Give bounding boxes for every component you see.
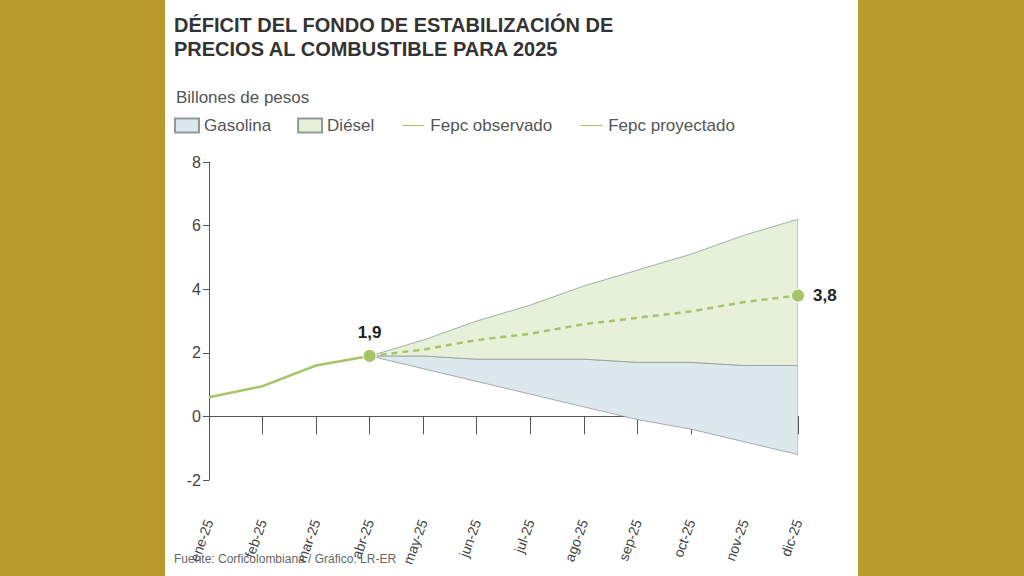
svg-text:jun-25: jun-25 bbox=[456, 517, 485, 560]
svg-text:oct-25: oct-25 bbox=[670, 517, 698, 559]
svg-text:-2: -2 bbox=[187, 472, 201, 489]
svg-text:sep-25: sep-25 bbox=[615, 517, 645, 563]
svg-text:2: 2 bbox=[192, 344, 201, 361]
svg-text:3,8: 3,8 bbox=[813, 286, 837, 305]
svg-text:feb-25: feb-25 bbox=[241, 517, 271, 560]
svg-text:Fuente: Corficolombiana / Gráf: Fuente: Corficolombiana / Gráfico: LR-ER bbox=[174, 552, 396, 566]
svg-text:8: 8 bbox=[192, 154, 201, 171]
svg-text:Fepc proyectado: Fepc proyectado bbox=[608, 116, 735, 135]
svg-text:nov-25: nov-25 bbox=[722, 517, 752, 563]
svg-text:Gasolina: Gasolina bbox=[204, 116, 272, 135]
svg-text:jul-25: jul-25 bbox=[511, 517, 538, 556]
svg-text:ene-25: ene-25 bbox=[186, 517, 217, 564]
svg-text:abr-25: abr-25 bbox=[348, 517, 378, 561]
svg-text:Diésel: Diésel bbox=[327, 116, 374, 135]
svg-text:ago-25: ago-25 bbox=[561, 517, 591, 564]
svg-text:1,9: 1,9 bbox=[358, 323, 382, 342]
svg-text:Fepc observado: Fepc observado bbox=[430, 116, 552, 135]
svg-text:PRECIOS AL COMBUSTIBLE PARA 20: PRECIOS AL COMBUSTIBLE PARA 2025 bbox=[174, 38, 557, 60]
svg-text:may-25: may-25 bbox=[400, 517, 431, 567]
svg-text:DÉFICIT DEL FONDO DE ESTABILIZ: DÉFICIT DEL FONDO DE ESTABILIZACIÓN DE bbox=[174, 13, 619, 36]
svg-text:6: 6 bbox=[192, 217, 201, 234]
svg-text:4: 4 bbox=[192, 281, 201, 298]
svg-text:mar-25: mar-25 bbox=[293, 517, 324, 565]
svg-text:0: 0 bbox=[192, 408, 201, 425]
svg-text:dic-25: dic-25 bbox=[777, 517, 805, 559]
svg-text:Billones de pesos: Billones de pesos bbox=[176, 88, 309, 107]
